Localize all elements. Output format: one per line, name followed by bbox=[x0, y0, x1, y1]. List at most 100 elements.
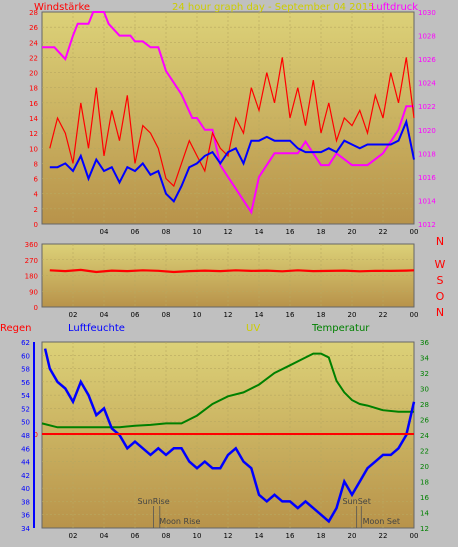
wind-y-tick: 2 bbox=[34, 206, 38, 214]
x-tick-label: 20 bbox=[348, 311, 357, 319]
pressure-y-tick: 1024 bbox=[418, 80, 436, 88]
humidity-y-tick: 58 bbox=[21, 366, 30, 374]
x-tick-label: 06 bbox=[131, 532, 140, 540]
humidity-y-tick: 48 bbox=[21, 432, 30, 440]
x-tick-label: 20 bbox=[348, 228, 357, 236]
temperature-series-line bbox=[41, 352, 414, 429]
x-tick-label: 14 bbox=[255, 532, 264, 540]
humidity-y-tick: 46 bbox=[21, 445, 30, 453]
x-tick-label: 16 bbox=[286, 311, 295, 319]
legend-label: Luftfeuchte bbox=[68, 323, 125, 334]
x-tick-label: 18 bbox=[317, 311, 326, 319]
x-tick-label: 22 bbox=[379, 311, 388, 319]
x-tick-label: 02 bbox=[69, 311, 78, 319]
wind-y-tick: 18 bbox=[29, 85, 38, 93]
direction-y-tick: 270 bbox=[25, 257, 38, 265]
pressure-y-tick: 1026 bbox=[418, 56, 436, 64]
legend-label: Regen bbox=[0, 323, 32, 334]
wind-y-tick: 4 bbox=[34, 191, 39, 199]
direction-y-tick: 360 bbox=[25, 241, 38, 249]
x-tick-label: 00 bbox=[410, 311, 419, 319]
temperature-y-tick: 16 bbox=[420, 494, 429, 502]
humidity-y-tick: 62 bbox=[21, 339, 30, 347]
temperature-y-tick: 28 bbox=[420, 401, 429, 409]
x-tick-label: 12 bbox=[224, 311, 233, 319]
humidity-y-tick: 34 bbox=[21, 525, 30, 533]
humidity-y-tick: 56 bbox=[21, 379, 30, 387]
wind-y-tick: 22 bbox=[29, 54, 38, 62]
rain-axis-zero: 0 bbox=[34, 431, 38, 439]
direction-y-tick: 180 bbox=[25, 273, 38, 281]
x-tick-label: 12 bbox=[224, 228, 233, 236]
x-tick-label: 10 bbox=[193, 532, 202, 540]
wind-y-tick: 24 bbox=[29, 39, 38, 47]
x-tick-label: 10 bbox=[193, 311, 202, 319]
temperature-y-tick: 20 bbox=[420, 463, 429, 471]
x-tick-label: 00 bbox=[410, 228, 419, 236]
temperature-y-tick: 14 bbox=[420, 510, 429, 518]
temperature-y-tick: 36 bbox=[420, 339, 429, 347]
pressure-y-tick: 1012 bbox=[418, 221, 436, 229]
x-tick-label: 14 bbox=[255, 311, 264, 319]
pressure-y-tick: 1016 bbox=[418, 174, 436, 182]
x-tick-label: 08 bbox=[162, 311, 171, 319]
temperature-y-tick: 24 bbox=[420, 432, 429, 440]
wind-y-tick: 20 bbox=[29, 70, 38, 78]
compass-label: W bbox=[435, 258, 446, 271]
wind-direction-series-line bbox=[49, 268, 415, 274]
humidity-y-tick: 52 bbox=[21, 405, 30, 413]
x-tick-label: 18 bbox=[317, 228, 326, 236]
temperature-y-tick: 30 bbox=[420, 386, 429, 394]
pressure-series-line bbox=[42, 11, 414, 215]
wind-y-tick: 26 bbox=[29, 24, 38, 32]
x-tick-label: 16 bbox=[286, 228, 295, 236]
wind-y-tick: 14 bbox=[29, 115, 38, 123]
pressure-y-tick: 1014 bbox=[418, 197, 436, 205]
wind-y-tick: 28 bbox=[29, 9, 38, 17]
wind-y-tick: 8 bbox=[34, 160, 38, 168]
legend-label: UV bbox=[246, 323, 260, 334]
temperature-y-tick: 12 bbox=[420, 525, 429, 533]
wind-axis-label: Windstärke bbox=[34, 2, 90, 13]
avg-wind-series-line bbox=[49, 118, 415, 203]
humidity-y-tick: 36 bbox=[21, 512, 30, 520]
x-tick-label: 20 bbox=[348, 532, 357, 540]
humidity-y-tick: 60 bbox=[21, 352, 30, 360]
wind-series-line bbox=[49, 57, 415, 188]
chart-title: 24 hour graph day - September 04 2015 bbox=[172, 2, 375, 13]
x-tick-label: 18 bbox=[317, 532, 326, 540]
wind-y-tick: 12 bbox=[29, 130, 38, 138]
temperature-y-tick: 18 bbox=[420, 479, 429, 487]
x-tick-label: 14 bbox=[255, 228, 264, 236]
humidity-y-tick: 54 bbox=[21, 392, 30, 400]
pressure-axis-label: Luftdruck bbox=[371, 2, 418, 13]
legend-label: Temperatur bbox=[311, 323, 370, 334]
humidity-y-tick: 50 bbox=[21, 419, 30, 427]
wind-y-tick: 6 bbox=[34, 176, 39, 184]
direction-y-tick: 0 bbox=[34, 304, 38, 312]
humidity-y-tick: 42 bbox=[21, 472, 30, 480]
humidity-series-line bbox=[43, 348, 416, 524]
pressure-y-tick: 1028 bbox=[418, 33, 436, 41]
pressure-y-tick: 1022 bbox=[418, 103, 436, 111]
sun-moon-marker-label: Moon Rise bbox=[159, 517, 200, 526]
wind-y-tick: 10 bbox=[29, 145, 38, 153]
humidity-y-tick: 40 bbox=[21, 485, 30, 493]
x-tick-label: 10 bbox=[193, 228, 202, 236]
x-tick-label: 22 bbox=[379, 228, 388, 236]
sun-moon-marker-label: Moon Set bbox=[363, 517, 400, 526]
compass-label: N bbox=[436, 235, 444, 248]
temperature-y-tick: 22 bbox=[420, 448, 429, 456]
temperature-y-tick: 26 bbox=[420, 417, 429, 425]
sun-moon-marker-label: SunSet bbox=[342, 497, 370, 506]
compass-label: S bbox=[437, 274, 444, 287]
pressure-y-tick: 1020 bbox=[418, 127, 436, 135]
x-tick-label: 04 bbox=[100, 311, 109, 319]
x-tick-label: 02 bbox=[69, 532, 78, 540]
x-tick-label: 06 bbox=[131, 311, 140, 319]
sun-moon-marker-label: SunRise bbox=[138, 497, 170, 506]
x-tick-label: 16 bbox=[286, 532, 295, 540]
humidity-y-tick: 44 bbox=[21, 459, 30, 467]
